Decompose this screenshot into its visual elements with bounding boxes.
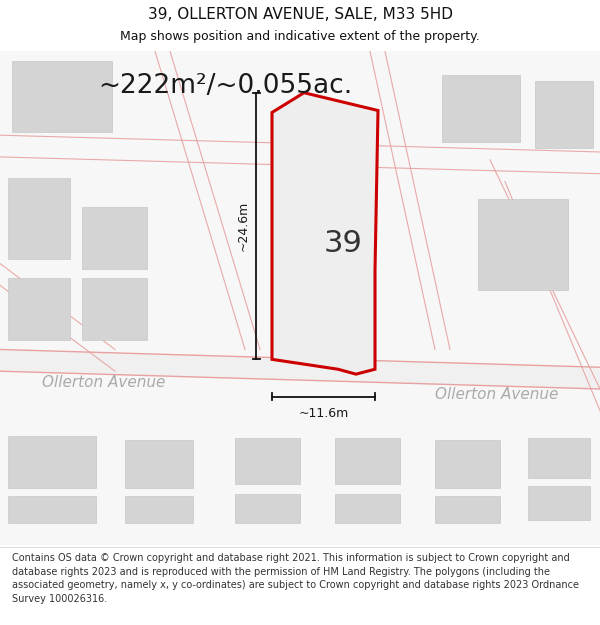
Bar	[442, 75, 520, 142]
Bar	[435, 441, 500, 488]
Text: ~24.6m: ~24.6m	[236, 201, 250, 251]
Polygon shape	[272, 92, 378, 374]
Bar	[335, 494, 400, 523]
Text: ~11.6m: ~11.6m	[298, 407, 349, 420]
Text: Map shows position and indicative extent of the property.: Map shows position and indicative extent…	[120, 31, 480, 43]
Bar	[435, 496, 500, 523]
Bar	[125, 441, 193, 488]
Bar	[335, 438, 400, 484]
Bar	[235, 438, 300, 484]
Bar	[8, 496, 96, 523]
Bar	[82, 278, 147, 339]
Bar	[235, 494, 300, 523]
Bar	[8, 436, 96, 488]
Bar	[528, 486, 590, 520]
Text: Ollerton Avenue: Ollerton Avenue	[42, 374, 166, 389]
Text: Ollerton Avenue: Ollerton Avenue	[435, 388, 559, 402]
Text: 39: 39	[323, 229, 362, 258]
Bar	[8, 177, 70, 259]
Text: Contains OS data © Crown copyright and database right 2021. This information is : Contains OS data © Crown copyright and d…	[12, 553, 579, 604]
Bar	[82, 208, 147, 269]
Bar	[535, 81, 593, 148]
Bar	[125, 496, 193, 523]
Bar	[528, 438, 590, 478]
Bar	[12, 61, 112, 132]
Text: 39, OLLERTON AVENUE, SALE, M33 5HD: 39, OLLERTON AVENUE, SALE, M33 5HD	[148, 7, 452, 22]
Text: ~222m²/~0.055ac.: ~222m²/~0.055ac.	[98, 73, 352, 99]
Bar	[8, 278, 70, 339]
Polygon shape	[0, 349, 600, 389]
Bar	[478, 199, 568, 290]
